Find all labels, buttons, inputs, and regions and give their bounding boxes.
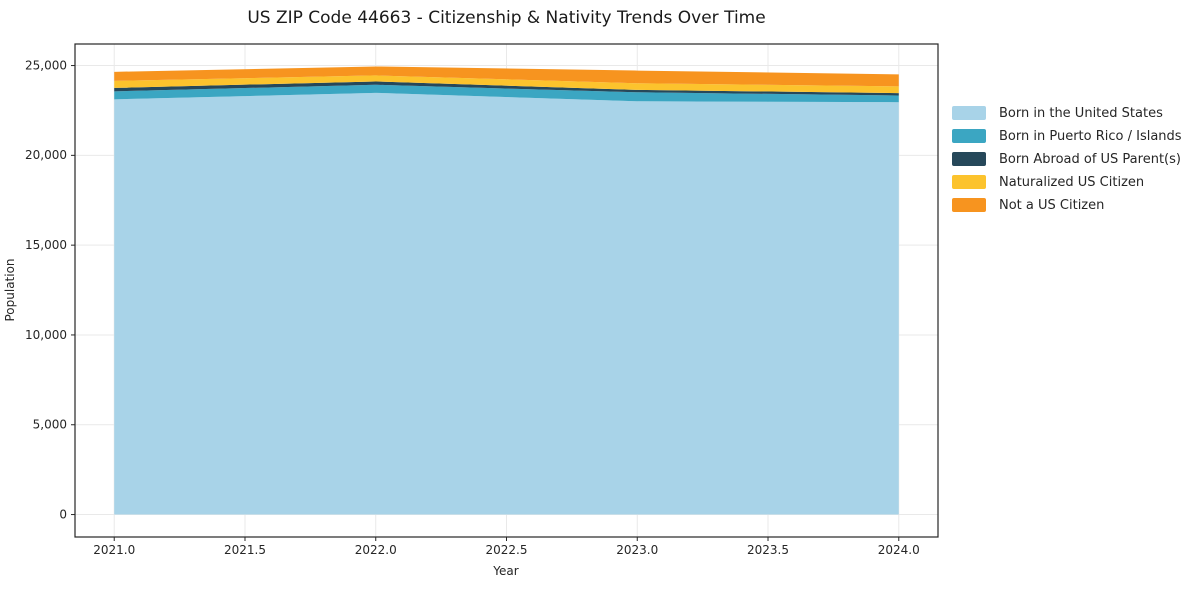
legend-swatch	[952, 106, 986, 120]
legend: Born in the United States Born in Puerto…	[952, 106, 1182, 221]
x-tick-label: 2021.0	[93, 543, 135, 557]
area-series-0	[114, 92, 899, 515]
y-tick-label: 0	[59, 507, 67, 521]
x-tick-label: 2021.5	[224, 543, 266, 557]
x-tick-label: 2024.0	[878, 543, 920, 557]
legend-item: Not a US Citizen	[952, 197, 1182, 213]
area-series-1	[114, 84, 899, 103]
legend-swatch	[952, 152, 986, 166]
legend-label: Not a US Citizen	[999, 197, 1105, 213]
area-layer	[114, 66, 899, 515]
legend-swatch	[952, 129, 986, 143]
legend-swatch	[952, 175, 986, 189]
area-series-2	[114, 81, 899, 96]
x-axis-label: Year	[492, 564, 518, 578]
y-tick-label: 15,000	[25, 238, 67, 252]
chart-title: US ZIP Code 44663 - Citizenship & Nativi…	[247, 8, 766, 28]
area-series-3	[114, 75, 899, 94]
y-tick-label: 5,000	[33, 418, 67, 432]
legend-label: Born in the United States	[999, 105, 1163, 121]
x-tick-label: 2023.5	[747, 543, 789, 557]
legend-item: Born in Puerto Rico / Islands	[952, 128, 1182, 144]
area-series-4	[114, 66, 899, 87]
x-tick-label: 2022.0	[355, 543, 397, 557]
tick-layer: 2021.0 2021.5 2022.0 2022.5 2023.0 2023.5 2024…	[25, 58, 920, 557]
legend-label: Born in Puerto Rico / Islands	[999, 128, 1182, 144]
legend-label: Born Abroad of US Parent(s)	[999, 151, 1181, 167]
y-tick-label: 25,000	[25, 58, 67, 72]
legend-item: Born Abroad of US Parent(s)	[952, 151, 1182, 167]
legend-label: Naturalized US Citizen	[999, 174, 1145, 190]
y-tick-label: 20,000	[25, 148, 67, 162]
x-tick-label: 2022.5	[486, 543, 528, 557]
y-tick-label: 10,000	[25, 328, 67, 342]
legend-item: Naturalized US Citizen	[952, 174, 1182, 190]
y-axis-label: Population	[3, 258, 17, 321]
x-tick-label: 2023.0	[616, 543, 658, 557]
legend-item: Born in the United States	[952, 105, 1182, 121]
legend-swatch	[952, 198, 986, 212]
